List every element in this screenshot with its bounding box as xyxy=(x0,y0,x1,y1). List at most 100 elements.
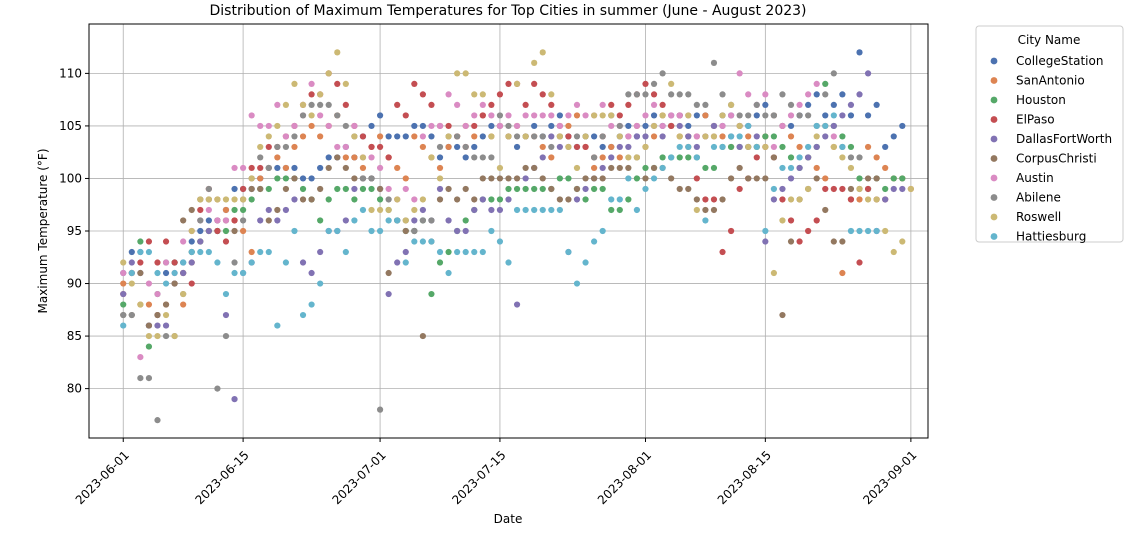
data-point xyxy=(625,101,632,109)
data-point xyxy=(359,206,367,214)
data-point xyxy=(685,112,692,119)
legend-marker xyxy=(990,57,998,65)
data-point xyxy=(591,238,598,245)
data-point xyxy=(368,122,375,130)
data-point xyxy=(787,164,795,172)
data-point xyxy=(488,101,495,109)
data-point xyxy=(137,301,144,308)
data-point xyxy=(154,269,161,277)
data-point xyxy=(385,154,392,161)
data-point xyxy=(137,248,144,256)
data-point xyxy=(120,269,127,277)
data-point xyxy=(591,175,598,182)
data-point xyxy=(385,196,392,203)
data-point xyxy=(299,185,307,193)
data-point xyxy=(368,175,375,182)
data-point xyxy=(402,185,409,193)
data-point xyxy=(351,154,358,161)
legend-marker xyxy=(990,213,998,221)
data-point xyxy=(565,248,572,256)
data-point xyxy=(342,80,349,87)
data-point xyxy=(162,311,170,319)
data-point xyxy=(145,238,153,245)
data-point xyxy=(548,154,555,161)
data-point xyxy=(394,196,401,203)
data-point xyxy=(308,122,315,130)
data-point xyxy=(616,112,623,119)
data-point xyxy=(428,238,435,245)
data-point xyxy=(650,101,658,109)
data-point xyxy=(334,112,341,119)
data-point xyxy=(325,101,332,109)
data-point xyxy=(813,91,820,98)
data-point xyxy=(830,238,837,245)
data-point xyxy=(847,164,855,172)
data-point xyxy=(222,238,230,245)
data-point xyxy=(813,133,820,140)
data-point xyxy=(513,133,521,140)
data-point xyxy=(240,164,247,172)
x-tick-label: 2023-07-15 xyxy=(449,448,508,507)
data-point xyxy=(317,91,324,98)
data-point xyxy=(376,196,384,203)
data-point xyxy=(402,227,409,235)
data-point xyxy=(137,238,144,245)
data-point xyxy=(779,217,786,224)
data-point xyxy=(736,122,743,130)
data-point xyxy=(385,217,392,224)
data-point xyxy=(257,143,264,151)
data-point xyxy=(274,143,281,151)
data-point xyxy=(197,206,204,214)
data-point xyxy=(565,133,572,140)
data-point xyxy=(479,91,486,98)
data-point xyxy=(248,185,255,193)
data-point xyxy=(710,59,718,66)
data-point xyxy=(248,196,255,203)
data-point xyxy=(342,143,349,151)
y-tick-label: 95 xyxy=(67,224,82,238)
data-point xyxy=(573,112,581,119)
data-point xyxy=(231,185,238,193)
data-point xyxy=(710,206,718,214)
data-point xyxy=(890,248,897,256)
data-point xyxy=(899,175,906,182)
legend-marker xyxy=(990,174,998,182)
data-point xyxy=(299,101,307,109)
data-point xyxy=(762,227,769,235)
data-point xyxy=(873,101,880,109)
data-point xyxy=(710,122,718,130)
data-point xyxy=(145,322,153,329)
data-point xyxy=(479,112,486,119)
data-point xyxy=(419,332,426,340)
data-point xyxy=(274,122,281,130)
y-tick-label: 100 xyxy=(59,171,82,185)
data-point xyxy=(668,175,675,182)
data-point xyxy=(745,112,752,119)
data-point xyxy=(231,164,238,172)
data-point xyxy=(642,91,649,98)
data-point xyxy=(325,227,332,235)
data-point xyxy=(762,112,769,119)
data-point xyxy=(873,227,880,235)
data-point xyxy=(702,112,709,119)
data-point xyxy=(539,143,546,151)
data-point xyxy=(693,196,700,203)
data-point xyxy=(702,217,709,224)
data-point xyxy=(745,133,752,140)
data-point xyxy=(625,91,632,98)
data-point xyxy=(120,322,127,329)
data-point xyxy=(625,143,632,151)
data-point xyxy=(428,133,435,140)
data-point xyxy=(591,133,598,140)
data-point xyxy=(299,196,307,203)
data-point xyxy=(531,185,538,193)
data-point xyxy=(813,175,820,182)
data-point xyxy=(505,196,512,203)
data-point xyxy=(573,133,581,140)
data-point xyxy=(873,154,880,161)
data-point xyxy=(128,259,135,266)
data-point xyxy=(676,112,683,119)
data-point xyxy=(548,112,555,119)
data-point xyxy=(787,238,795,245)
data-point xyxy=(676,122,683,130)
